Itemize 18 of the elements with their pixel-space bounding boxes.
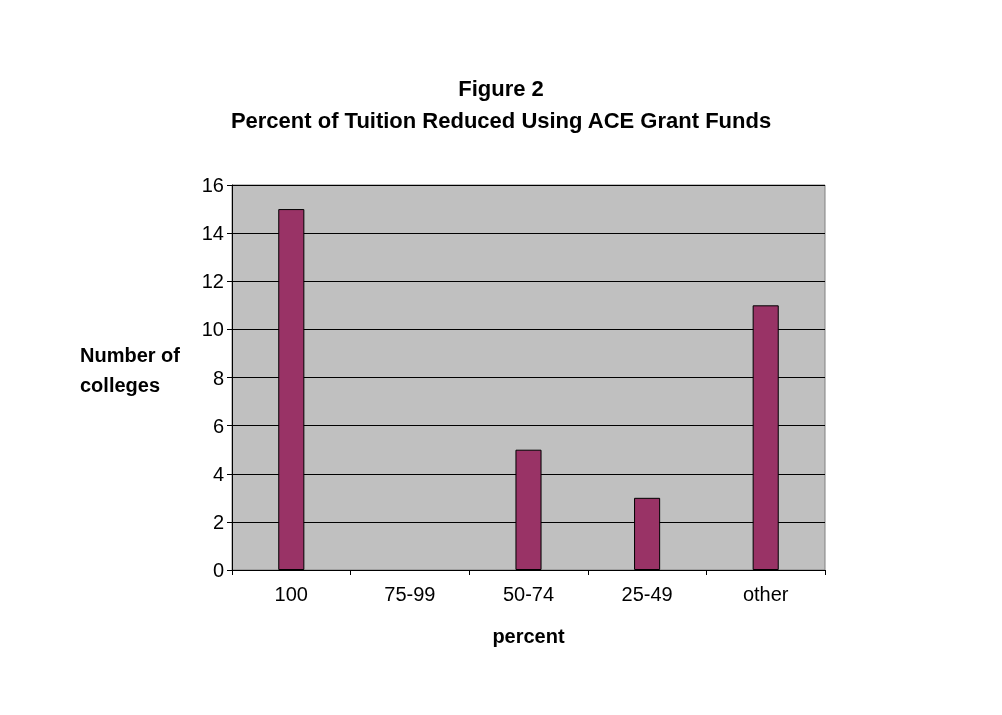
- y-tick-label: 4: [212, 462, 224, 485]
- x-tick-label: 75-99: [384, 583, 436, 605]
- y-tick-label: 16: [201, 174, 224, 196]
- x-tick-label: 25-49: [621, 583, 673, 605]
- y-axis-title: Number of colleges: [80, 344, 186, 396]
- x-tick-label: 100: [274, 583, 308, 605]
- y-tick-label: 10: [201, 318, 224, 341]
- x-tick-label: other: [742, 583, 789, 605]
- y-tick-label: 12: [201, 270, 224, 293]
- y-tick-label: 14: [201, 222, 224, 245]
- y-tick-label: 6: [212, 414, 224, 437]
- y-tick-label: 8: [212, 366, 224, 389]
- chart-subtitle: Percent of Tuition Reduced Using ACE Grant Funds: [230, 107, 772, 133]
- x-tick-label: 50-74: [502, 583, 555, 605]
- y-tick-label: 2: [212, 510, 224, 533]
- chart-title: Figure 2: [458, 75, 544, 101]
- x-axis-title: percent: [492, 625, 565, 647]
- y-tick-label: 0: [212, 559, 224, 581]
